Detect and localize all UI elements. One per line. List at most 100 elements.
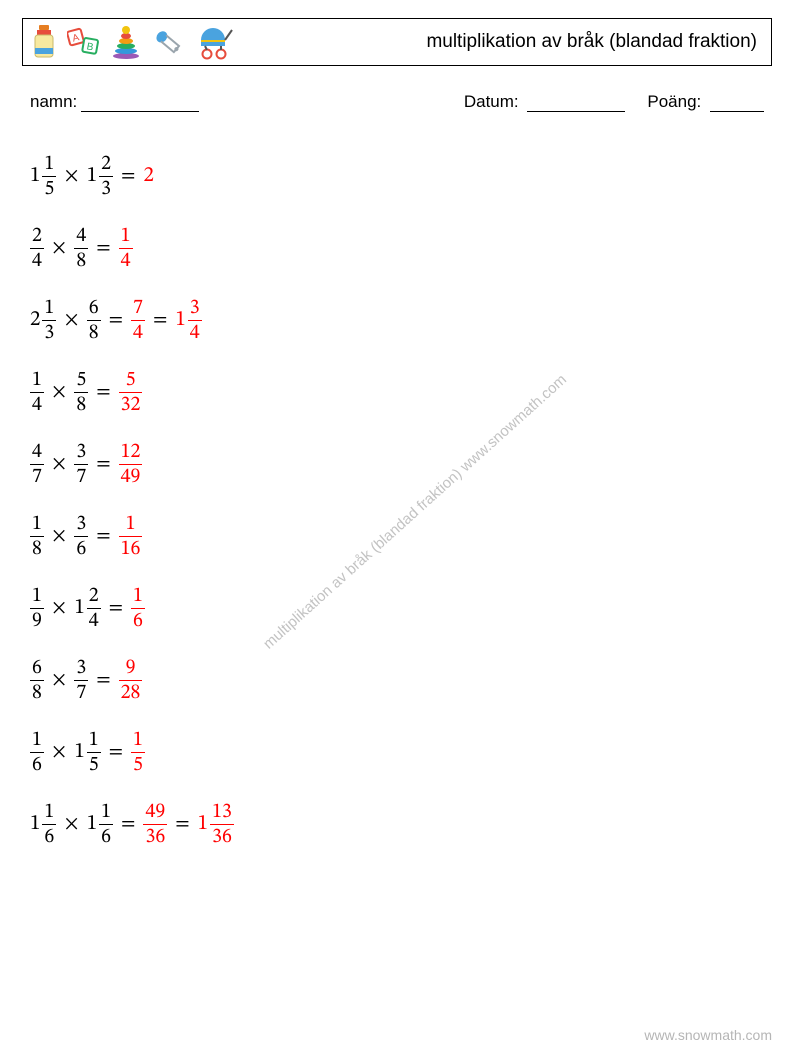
fraction-stack: 74 [131,298,145,343]
multiply-sign: × [52,380,66,405]
mixed-whole: 1 [30,163,40,189]
mixed-whole: 1 [74,595,84,621]
numerator: 1 [124,514,138,534]
problem-row: 213×68=74=134 [30,284,772,356]
abc-blocks-icon: A B [67,25,101,59]
fraction-stack: 16 [42,802,56,847]
numerator: 1 [30,514,44,534]
fraction-bar [42,320,56,321]
numerator: 49 [143,802,167,822]
denominator: 9 [30,611,44,631]
denominator: 4 [87,611,101,631]
fraction-bar [30,752,44,753]
numerator: 1 [131,586,145,606]
fraction-stack: 68 [30,658,44,703]
denominator: 6 [74,539,88,559]
equals-sign: = [96,668,110,693]
numerator: 5 [74,370,88,390]
fraction-stack: 116 [119,514,143,559]
denominator: 6 [42,827,56,847]
equals-sign: = [96,236,110,261]
numerator: 1 [30,370,44,390]
fraction-bar [30,608,44,609]
numerator: 6 [87,298,101,318]
fraction-stack: 15 [42,154,56,199]
multiply-sign: × [52,236,66,261]
multiply-sign: × [52,668,66,693]
fraction: 36 [74,514,88,559]
equals-sign: = [109,740,123,765]
denominator: 5 [131,755,145,775]
mixed-whole: 1 [175,307,185,333]
mixed-number: 116 [30,802,56,847]
denominator: 8 [30,539,44,559]
date-label: Datum: [464,92,519,111]
fraction: 68 [30,658,44,703]
fraction: 24 [30,226,44,271]
numerator: 1 [99,802,113,822]
fraction: 18 [30,514,44,559]
mixed-whole: 1 [30,811,40,837]
equals-sign: = [109,308,123,333]
denominator: 36 [210,827,234,847]
mixed-number: 115 [74,730,100,775]
whole-number: 2 [143,163,153,189]
denominator: 6 [131,611,145,631]
fraction-stack: 18 [30,514,44,559]
multiply-sign: × [64,812,78,837]
glue-bottle-icon [31,24,57,60]
equals-sign: = [175,812,189,837]
fraction-stack: 24 [87,586,101,631]
mixed-number: 11336 [198,802,234,847]
fraction-bar [42,824,56,825]
fraction: 48 [74,226,88,271]
name-blank[interactable] [81,94,199,112]
problem-row: 116×116=4936=11336 [30,788,772,860]
fraction: 47 [30,442,44,487]
fraction-stack: 4936 [143,802,167,847]
fraction: 928 [119,658,143,703]
denominator: 8 [74,395,88,415]
fraction: 37 [74,442,88,487]
denominator: 5 [42,179,56,199]
denominator: 49 [119,467,143,487]
score-blank[interactable] [710,94,764,112]
denominator: 16 [119,539,143,559]
fraction: 37 [74,658,88,703]
mixed-number: 115 [30,154,56,199]
denominator: 3 [99,179,113,199]
fraction-stack: 14 [30,370,44,415]
numerator: 5 [124,370,138,390]
fraction-stack: 47 [30,442,44,487]
mixed-whole: 1 [87,163,97,189]
fraction-stack: 23 [99,154,113,199]
numerator: 7 [131,298,145,318]
fraction-stack: 37 [74,442,88,487]
numerator: 2 [30,226,44,246]
denominator: 6 [30,755,44,775]
denominator: 7 [30,467,44,487]
fraction: 16 [30,730,44,775]
denominator: 7 [74,467,88,487]
numerator: 3 [74,514,88,534]
multiply-sign: × [52,524,66,549]
denominator: 4 [188,323,202,343]
baby-stroller-icon [195,24,233,60]
numerator: 9 [124,658,138,678]
denominator: 36 [143,827,167,847]
problem-row: 68 × 37 = 928 [30,644,772,716]
numerator: 1 [131,730,145,750]
fraction: 58 [74,370,88,415]
fraction-bar [30,464,44,465]
score-label: Poäng: [647,92,701,111]
date-blank[interactable] [527,94,625,112]
equals-sign: = [96,452,110,477]
fraction-bar [87,752,101,753]
fraction-bar [143,824,167,825]
equals-sign: = [96,524,110,549]
mixed-number: 123 [87,154,113,199]
problem-row: 19×124=16 [30,572,772,644]
denominator: 8 [74,251,88,271]
numerator: 12 [119,442,143,462]
fraction-stack: 36 [74,514,88,559]
